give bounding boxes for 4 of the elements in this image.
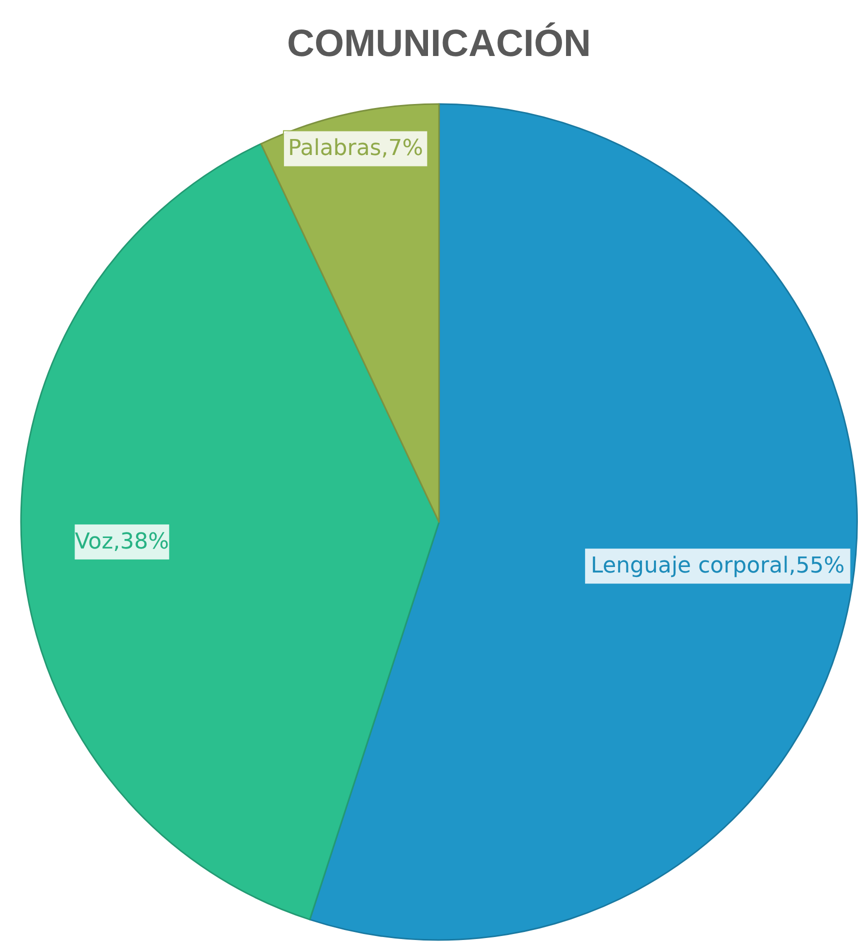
slice-label: Palabras,7% <box>288 136 424 162</box>
slice-label: Voz,38% <box>74 529 170 554</box>
chart-title: COMUNICACIÓN <box>287 22 591 65</box>
slice-label: Lenguaje corporal,55% <box>590 554 845 579</box>
